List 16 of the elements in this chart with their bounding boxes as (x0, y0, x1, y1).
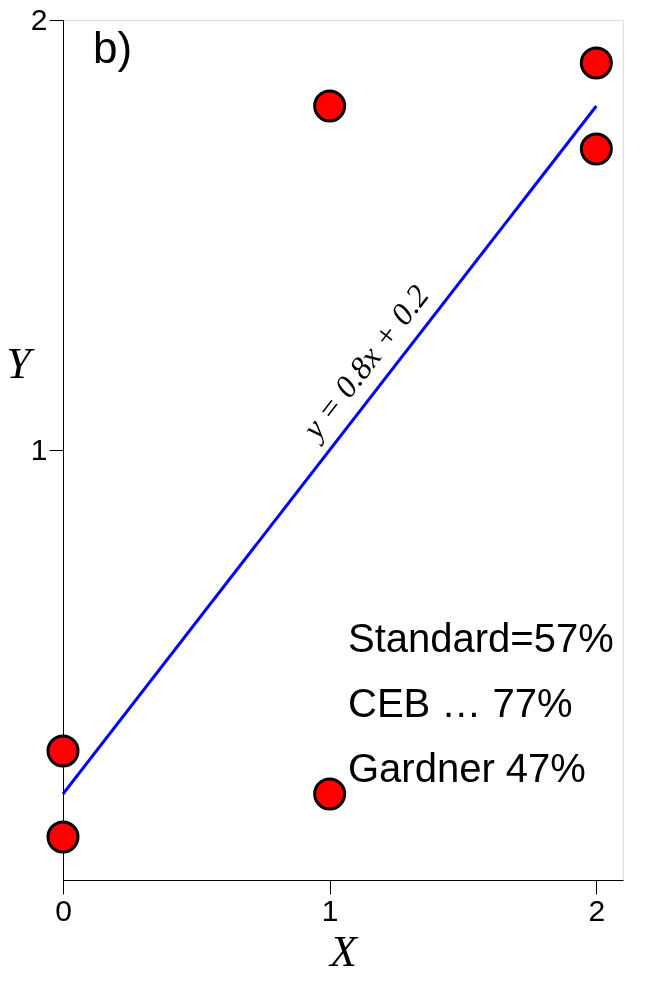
point (313, 777, 347, 811)
chart-title: b) (93, 23, 133, 72)
annotation: CEB … 77% (348, 681, 573, 725)
x-tick-label: 2 (588, 893, 606, 927)
point (579, 132, 613, 166)
point (313, 89, 347, 123)
x-tick-label: 1 (321, 893, 339, 927)
annotation: Gardner 47% (348, 746, 586, 790)
point (579, 46, 613, 80)
x-tick-label: 0 (55, 893, 72, 927)
annotation: Standard=57% (348, 616, 614, 660)
annotation: y = 0.8x + 0.2 (293, 277, 436, 448)
point (46, 820, 80, 854)
point (46, 734, 80, 768)
x-axis-title: X (328, 926, 360, 976)
y-axis-title: Y (6, 338, 36, 388)
